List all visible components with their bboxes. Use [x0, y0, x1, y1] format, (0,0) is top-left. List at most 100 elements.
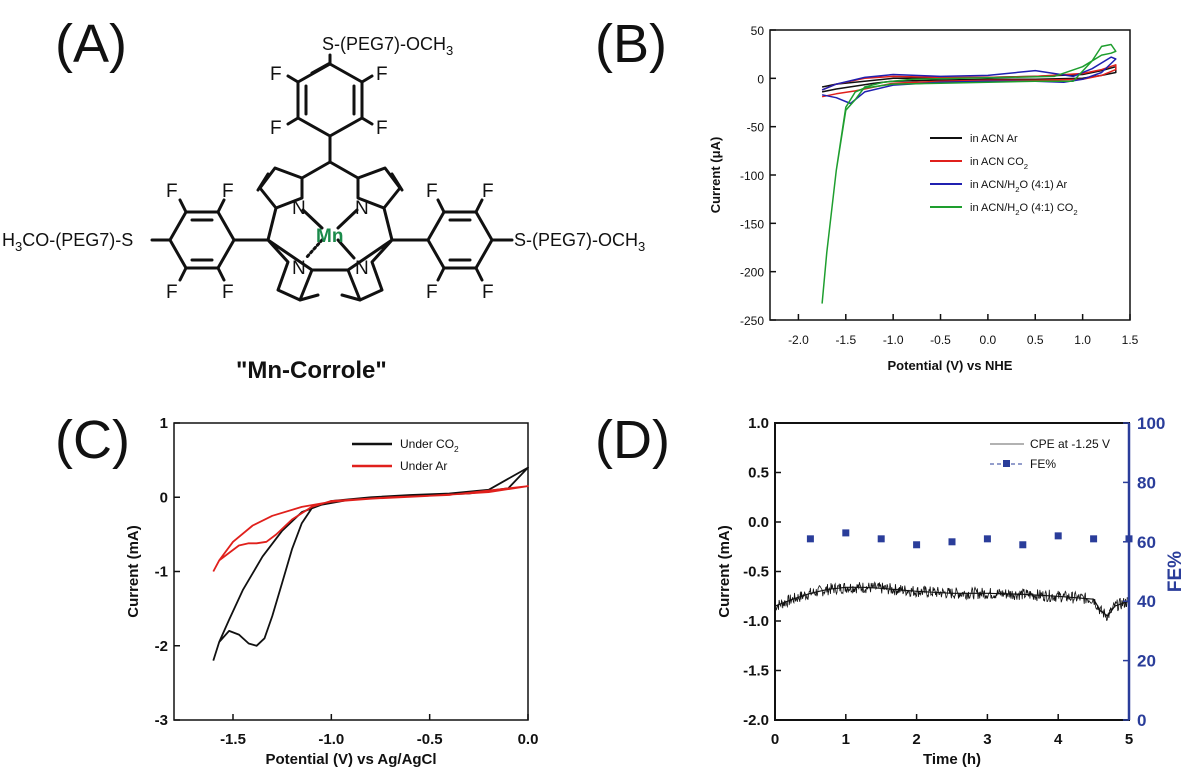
- nitrogen-label: N: [355, 258, 369, 279]
- fe-marker: [1090, 535, 1098, 543]
- chart-d-controlled-potential-electrolysis: 0 1 2 3 4 5 1.0 0.5 0.0 -0.5 -1.0 -1.5 -2.0 Time (h) C…: [716, 414, 1186, 768]
- y-tick-label: -250: [740, 314, 764, 328]
- y-tick-label: -100: [740, 169, 764, 183]
- legend-label: CPE at -1.25 V: [1030, 437, 1110, 451]
- x-tick-label: 4: [1054, 731, 1063, 748]
- fe-marker: [913, 541, 921, 549]
- y2-tick-label: 80: [1137, 473, 1156, 492]
- x-tick-label: -1.5: [220, 731, 246, 748]
- legend-label: in ACN Ar: [970, 133, 1018, 145]
- x-tick-label: 3: [983, 731, 991, 748]
- y-tick-label: -200: [740, 266, 764, 280]
- corrole-macrocycle: N N N N Mn: [232, 160, 430, 302]
- legend-label: in ACN/H2O (4:1) Ar: [970, 179, 1068, 194]
- x-axis-label: Time (h): [923, 751, 981, 768]
- right-substituent: S-(PEG7)-OCH3: [514, 230, 645, 254]
- fe-marker: [842, 529, 850, 537]
- top-aryl-ring: S-(PEG7)-OCH3 F F F F: [270, 34, 453, 164]
- y-tick-label: -1.5: [743, 663, 769, 680]
- chart-b-cyclic-voltammogram: -2.0 -1.5 -1.0 -0.5 0.0 0.5 1.0 1.5 50 0 -50 -100 -1…: [708, 24, 1139, 373]
- fluorine-label: F: [482, 181, 494, 202]
- nitrogen-label: N: [355, 198, 369, 219]
- fluorine-label: F: [270, 64, 282, 85]
- x-tick-label: 1.0: [1074, 333, 1091, 347]
- y-tick-label: -1: [155, 564, 168, 581]
- plot-frame: [774, 422, 1130, 721]
- fluorine-label: F: [166, 282, 178, 303]
- nitrogen-label: N: [292, 198, 306, 219]
- fe-marker: [1019, 541, 1027, 549]
- panel-d-letter: (D): [595, 410, 670, 470]
- legend-label: FE%: [1030, 457, 1056, 471]
- series-line-2: [821, 56, 1117, 105]
- y2-tick-label: 20: [1137, 652, 1156, 671]
- x-tick-label: 0.0: [518, 731, 539, 748]
- fe-marker: [806, 535, 814, 543]
- plot-frame: [173, 422, 529, 721]
- y-tick-label: -1.0: [743, 613, 769, 630]
- panel-a-structure: (A) S-(PEG7)-OCH3 F F F F: [2, 14, 645, 384]
- y2-tick-label: 60: [1137, 533, 1156, 552]
- chart-c-cyclic-voltammogram: -1.5 -1.0 -0.5 0.0 1 0 -1 -2 -3 Potential (V) vs …: [125, 415, 538, 768]
- y-tick-label: -3: [155, 712, 168, 729]
- y-tick-label: 0: [160, 489, 168, 506]
- fluorine-label: F: [482, 282, 494, 303]
- x-tick-label: 1: [842, 731, 850, 748]
- fluorine-label: F: [222, 282, 234, 303]
- x-tick-label: -1.0: [318, 731, 344, 748]
- x-tick-label: 0.5: [1027, 333, 1044, 347]
- fluorine-label: F: [426, 181, 438, 202]
- cpe-noise-trace: [774, 581, 1130, 622]
- y-tick-label: 50: [751, 24, 765, 38]
- legend-label: Under CO2​: [400, 437, 459, 454]
- fe-marker: [983, 535, 991, 543]
- y2-tick-label: 40: [1137, 592, 1156, 611]
- legend-marker: [1003, 460, 1010, 467]
- fe-marker: [1054, 532, 1062, 540]
- fe-marker: [877, 535, 885, 543]
- panel-c-letter: (C): [55, 410, 130, 470]
- left-substituent: H3CO-(PEG7)-S: [2, 230, 133, 254]
- molecule-caption: "Mn-Corrole": [236, 357, 387, 384]
- y-axis-label: Current (mA): [716, 525, 733, 618]
- x-tick-label: 0.0: [980, 333, 997, 347]
- series-line-3: [821, 43, 1117, 304]
- y-axis-label: Current (μA): [708, 137, 723, 214]
- y-tick-label: 1.0: [748, 415, 769, 432]
- fe-marker: [948, 538, 956, 546]
- y-tick-label: -2: [155, 638, 168, 655]
- y2-tick-label: 0: [1137, 711, 1146, 730]
- fluorine-label: F: [376, 118, 388, 139]
- x-axis-label: Potential (V) vs NHE: [888, 358, 1013, 373]
- top-substituent: S-(PEG7)-OCH3: [322, 34, 453, 58]
- x-tick-label: 5: [1125, 731, 1133, 748]
- y-tick-label: -50: [747, 121, 765, 135]
- y-tick-label: -2.0: [743, 712, 769, 729]
- fluorine-label: F: [166, 181, 178, 202]
- x-tick-label: -0.5: [417, 731, 443, 748]
- y2-tick-label: 100: [1137, 414, 1165, 433]
- fluorine-label: F: [426, 282, 438, 303]
- y-tick-label: -0.5: [743, 564, 769, 581]
- x-tick-label: -1.5: [835, 333, 856, 347]
- x-tick-label: 2: [912, 731, 920, 748]
- fe-marker: [1125, 535, 1133, 543]
- series-line-1: [212, 485, 529, 572]
- y-tick-label: -150: [740, 217, 764, 231]
- panel-a-letter: (A): [55, 14, 127, 74]
- x-tick-label: -0.5: [930, 333, 951, 347]
- y-tick-label: 0.5: [748, 465, 769, 482]
- x-tick-label: 1.5: [1122, 333, 1139, 347]
- legend-label: in ACN CO2​: [970, 156, 1028, 171]
- panel-b-letter: (B): [595, 14, 667, 74]
- fluorine-label: F: [270, 118, 282, 139]
- fluorine-label: F: [376, 64, 388, 85]
- x-tick-label: 0: [771, 731, 779, 748]
- legend-label: Under Ar: [400, 459, 447, 473]
- y-tick-label: 0.0: [748, 514, 769, 531]
- legend-label: in ACN/H2O (4:1) CO2​: [970, 202, 1078, 217]
- y-tick-label: 0: [757, 72, 764, 86]
- fluorine-label: F: [222, 181, 234, 202]
- right-aryl-ring: F F F F S-(PEG7)-OCH3: [426, 181, 645, 303]
